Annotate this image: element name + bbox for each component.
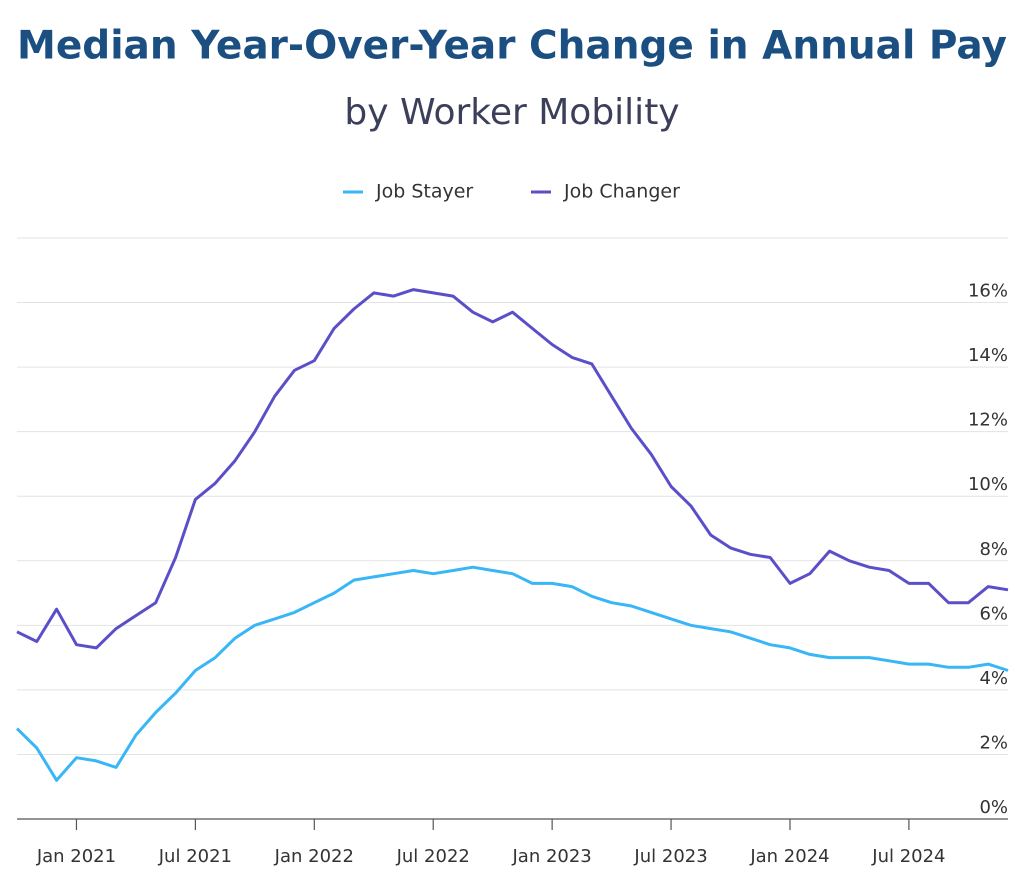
x-tick-label: Jan 2022 — [274, 846, 354, 867]
chart-title: Median Year-Over-Year Change in Annual P… — [17, 24, 1007, 69]
y-tick-label: 10% — [968, 474, 1008, 495]
x-tick-label: Jan 2023 — [511, 846, 591, 867]
series-line — [15, 565, 1009, 782]
series-line — [16, 288, 1009, 650]
legend-label: Job Changer — [563, 181, 680, 203]
x-tick-label: Jul 2024 — [871, 846, 945, 867]
x-tick-label: Jul 2022 — [396, 846, 470, 867]
y-tick-label: 14% — [968, 345, 1008, 366]
y-tick-label: 16% — [968, 281, 1008, 302]
x-tick-label: Jul 2023 — [633, 846, 707, 867]
chart-subtitle: by Worker Mobility — [344, 92, 679, 133]
x-tick-label: Jan 2021 — [36, 846, 116, 867]
y-tick-label: 0% — [979, 797, 1008, 818]
y-tick-label: 8% — [979, 539, 1008, 560]
x-tick-label: Jul 2021 — [158, 846, 232, 867]
legend-label: Job Stayer — [375, 181, 473, 203]
y-tick-label: 2% — [979, 732, 1008, 753]
y-tick-label: 6% — [979, 603, 1008, 624]
x-tick-label: Jan 2024 — [749, 846, 829, 867]
y-tick-label: 4% — [979, 668, 1008, 689]
y-tick-label: 12% — [968, 410, 1008, 431]
